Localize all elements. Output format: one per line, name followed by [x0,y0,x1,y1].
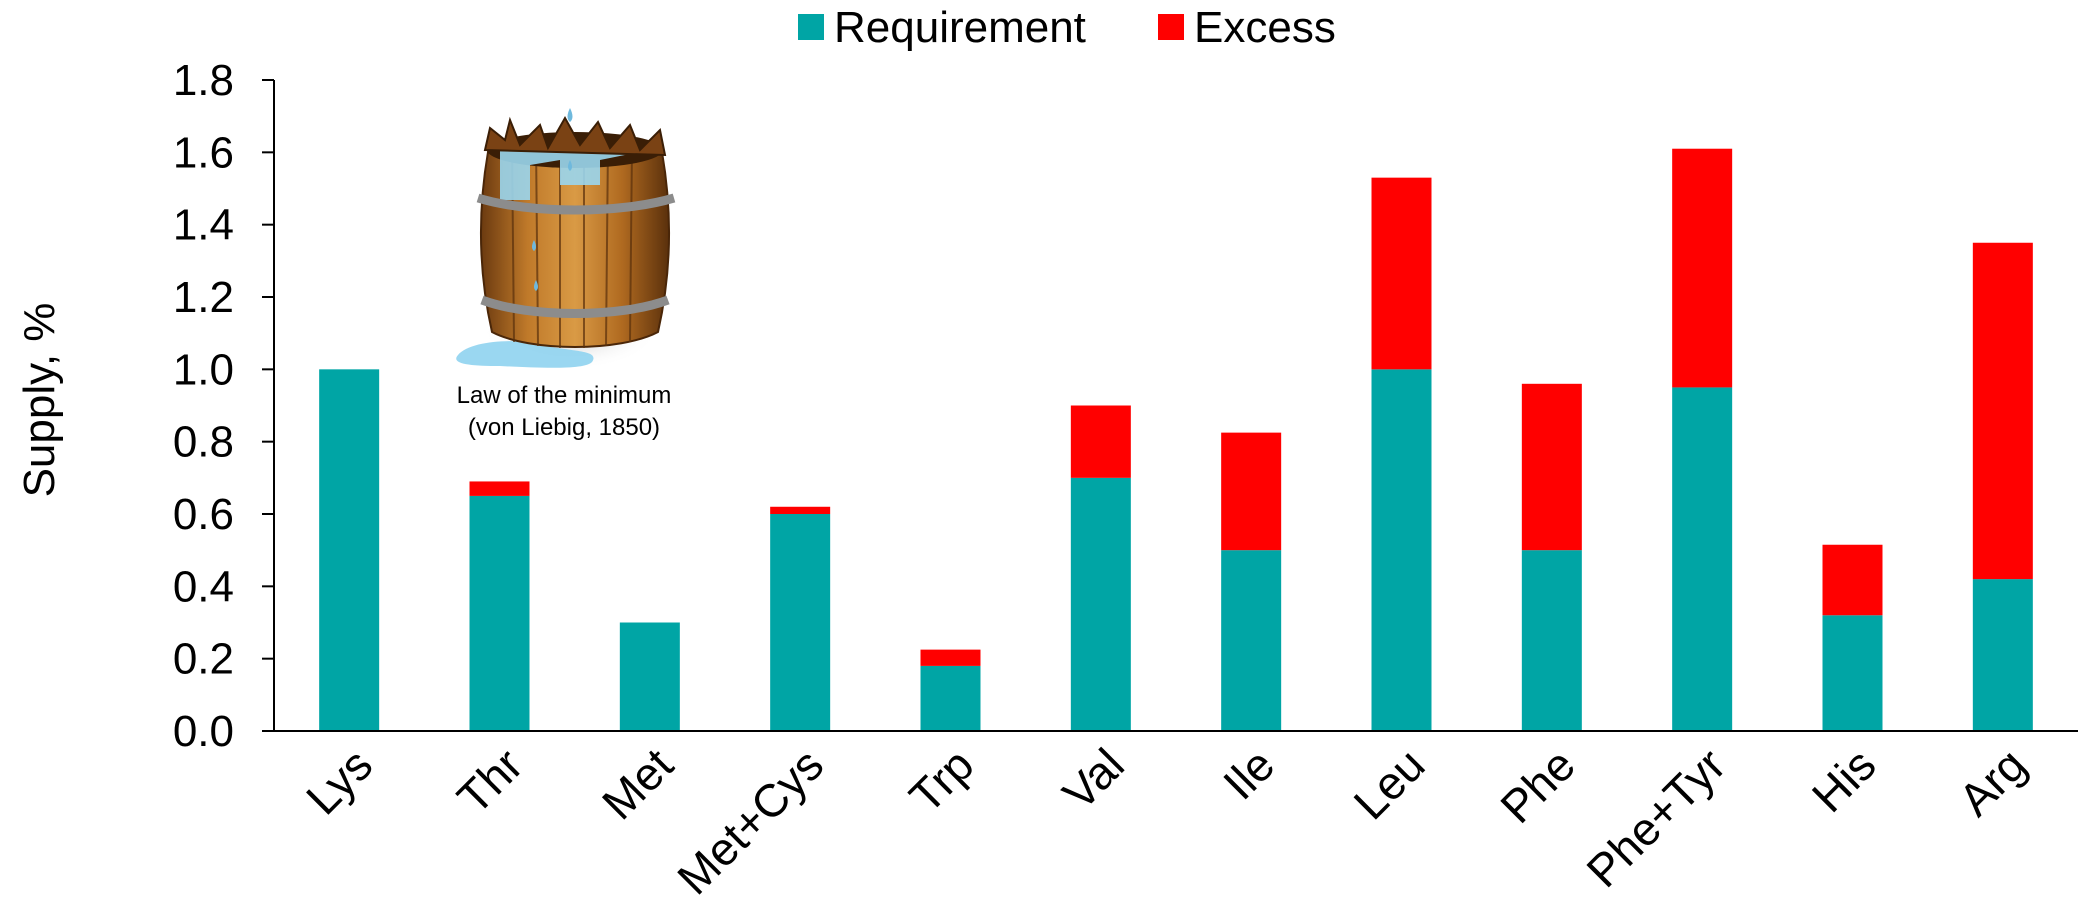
bar-requirement-thr [469,495,530,731]
bar-requirement-val [1070,477,1131,731]
bar-excess-arg [1972,242,2033,580]
bar-requirement-leu [1371,369,1432,731]
bar-excess-phe-tyr [1672,148,1733,388]
x-tick-label: Phe+Tyr [1576,738,1735,897]
bar-excess-thr [469,481,530,496]
legend-swatch-requirement [798,14,824,40]
bar-requirement-lys [319,369,380,731]
legend-label-requirement: Requirement [834,3,1086,52]
y-tick-label: 0.0 [173,707,234,756]
x-tick-label: Met+Cys [667,738,833,904]
bar-excess-met-cys [770,506,831,514]
annotation-caption-line-2: (von Liebig, 1850) [468,414,660,441]
x-tick-label: Arg [1949,738,2036,825]
x-tick-label: His [1802,738,1886,822]
x-tick-label: Val [1053,738,1134,819]
leaky-barrel-icon [456,108,676,370]
y-tick-label: 1.6 [173,128,234,177]
x-tick-label: Lys [296,738,382,824]
bar-requirement-his [1822,615,1883,731]
x-tick-label: Trp [899,738,983,822]
y-tick-label: 1.4 [173,201,234,250]
x-tick-label: Phe [1490,738,1585,833]
axes [273,80,2078,732]
bars [319,148,2033,731]
bar-requirement-phe-tyr [1672,387,1733,731]
bar-requirement-ile [1221,550,1282,731]
bar-requirement-trp [920,665,981,731]
x-tick-label: Leu [1344,738,1435,829]
bar-requirement-met [619,622,680,731]
x-tick-label: Thr [447,738,533,824]
y-tick-label: 1.8 [173,56,234,105]
y-tick-label: 1.2 [173,273,234,322]
bar-requirement-phe [1521,550,1582,731]
y-tick-label: 0.2 [173,635,234,684]
y-tick-label: 1.0 [173,345,234,394]
bar-excess-val [1070,405,1131,478]
annotation-caption-line-1: Law of the minimum [457,382,672,409]
x-tick-label: Ile [1213,738,1284,809]
bar-excess-leu [1371,177,1432,370]
y-tick-label: 0.6 [173,490,234,539]
y-tick-label: 0.4 [173,562,234,611]
bar-excess-ile [1221,432,1282,551]
bar-requirement-met-cys [770,514,831,731]
legend-swatch-excess [1158,14,1184,40]
bar-excess-his [1822,544,1883,616]
y-axis-ticks: 0.0 0.2 0.4 0.6 0.8 1.0 1.2 1.4 1.6 1.8 [173,56,274,756]
bar-requirement-arg [1972,579,2033,731]
barrel-annotation: Law of the minimum (von Liebig, 1850) [456,108,676,441]
y-tick-label: 0.8 [173,418,234,467]
y-axis-title: Supply, % [15,303,64,498]
legend-label-excess: Excess [1194,3,1336,52]
legend: Requirement Excess [798,3,1336,52]
bar-excess-trp [920,649,981,666]
bar-excess-phe [1521,383,1582,551]
x-tick-label: Met [592,738,683,829]
